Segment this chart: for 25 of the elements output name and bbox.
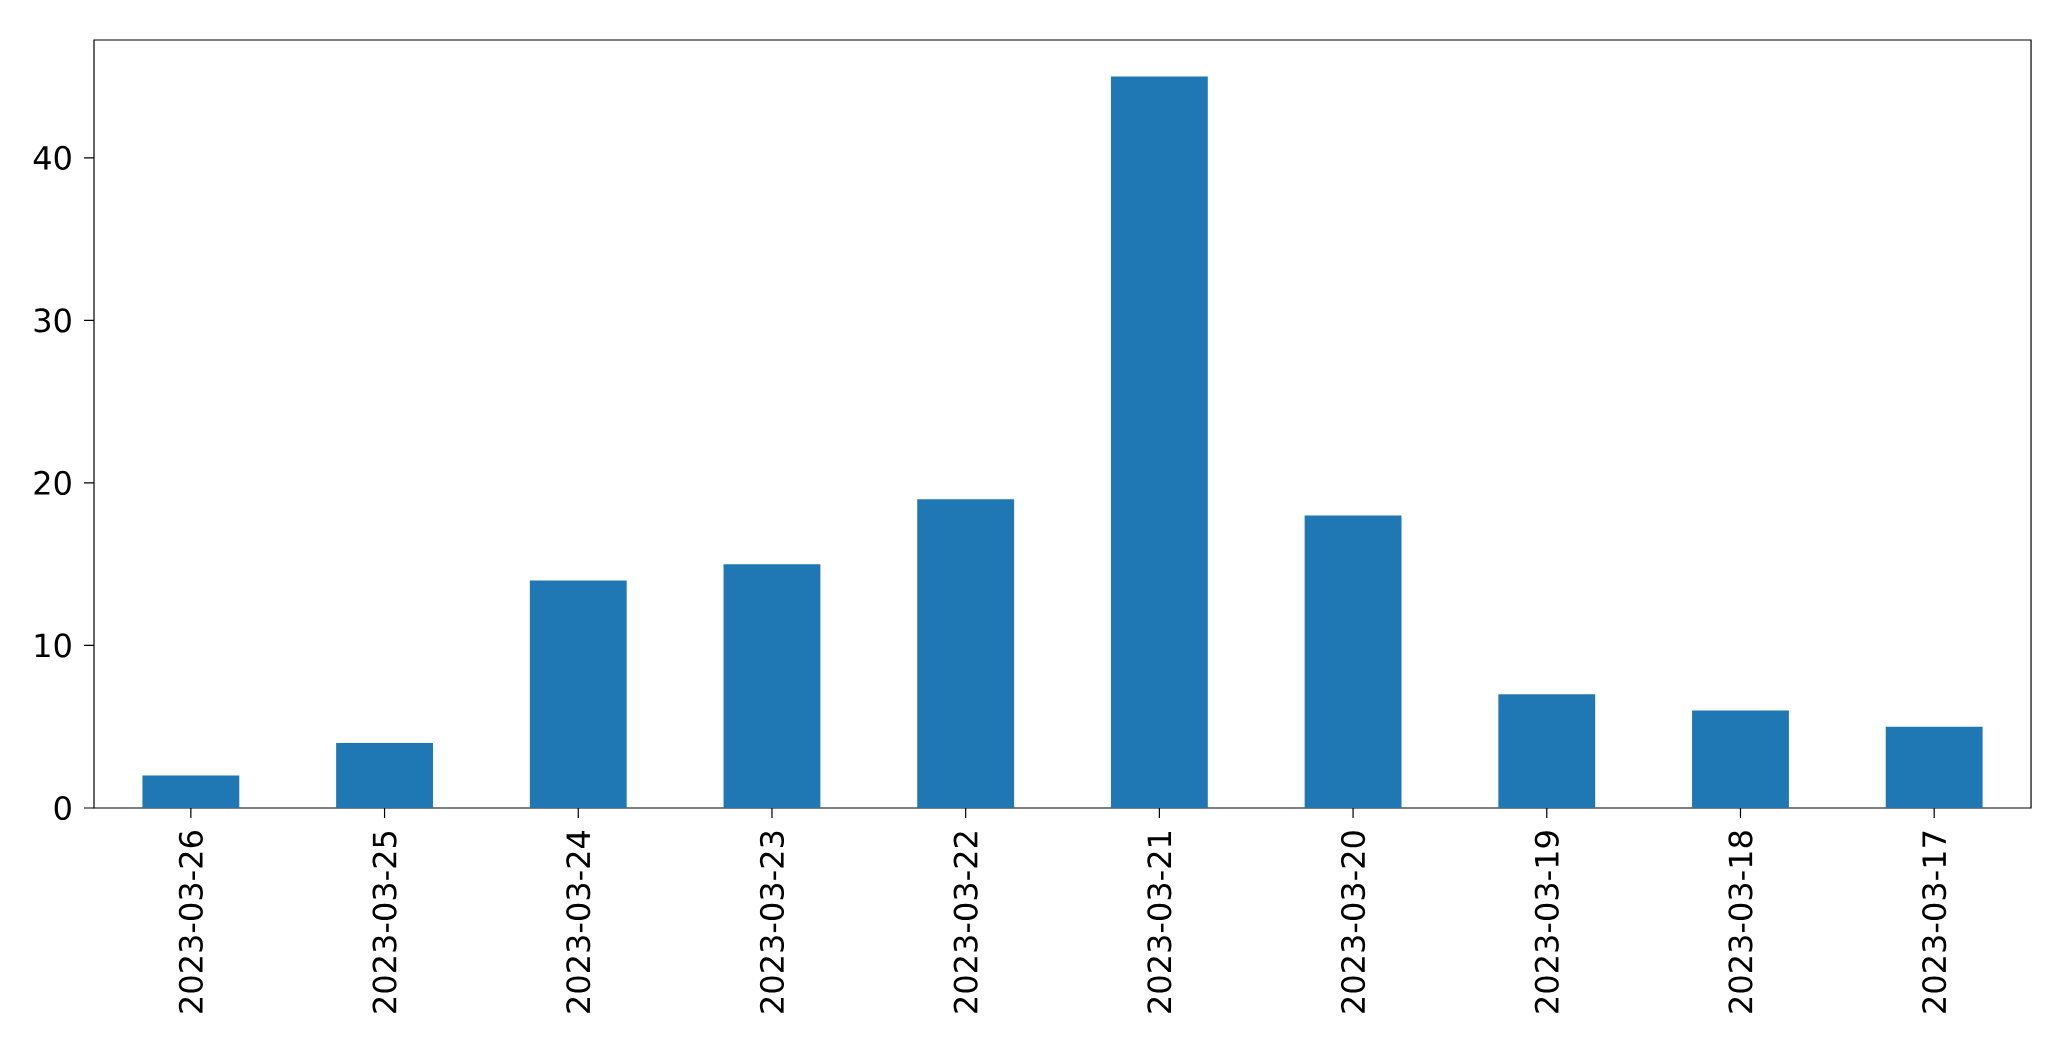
x-tick-label: 2023-03-25	[372, 831, 397, 1013]
x-tick-label: 2023-03-22	[953, 832, 978, 1013]
x-tick-label: 2023-03-20	[1340, 831, 1366, 1013]
x-tick-label: 2023-03-21	[1147, 832, 1172, 1013]
bar	[529, 580, 627, 808]
y-tick-label: 40	[33, 145, 71, 170]
y-tick-label: 20	[34, 470, 71, 496]
y-tick-label: 10	[35, 633, 71, 658]
bar	[1110, 76, 1208, 808]
bar	[723, 564, 821, 808]
bar	[1304, 515, 1402, 808]
x-tick-label: 2023-03-17	[1922, 831, 1947, 1013]
x-tick-label: 2023-03-24	[566, 830, 591, 1013]
x-tick-label: 2023-03-19	[1534, 831, 1559, 1013]
x-tick-label: 2023-03-26	[178, 831, 203, 1013]
x-tick-label: 2023-03-23	[759, 831, 785, 1013]
bar	[917, 499, 1015, 808]
bar	[1692, 710, 1789, 808]
bar	[142, 775, 240, 808]
bar	[1498, 694, 1596, 808]
y-tick-label: 30	[34, 308, 71, 333]
x-tick-label: 2023-03-18	[1728, 831, 1753, 1013]
bar	[336, 742, 433, 808]
bar	[1885, 726, 1983, 808]
y-tick-label: 0	[54, 795, 71, 821]
